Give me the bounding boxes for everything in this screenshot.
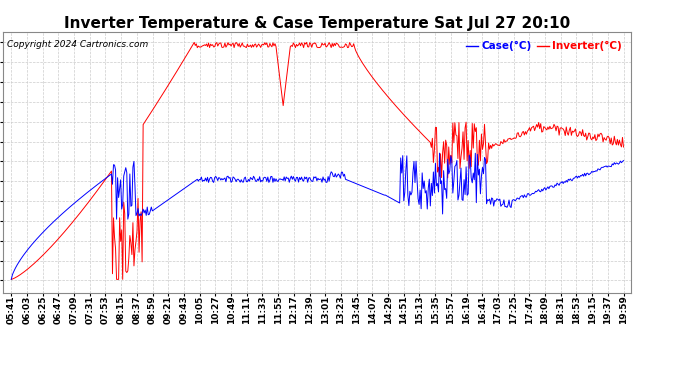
- Title: Inverter Temperature & Case Temperature Sat Jul 27 20:10: Inverter Temperature & Case Temperature …: [64, 16, 571, 31]
- Legend: Case(°C), Inverter(°C): Case(°C), Inverter(°C): [462, 37, 626, 56]
- Text: Copyright 2024 Cartronics.com: Copyright 2024 Cartronics.com: [7, 40, 148, 49]
